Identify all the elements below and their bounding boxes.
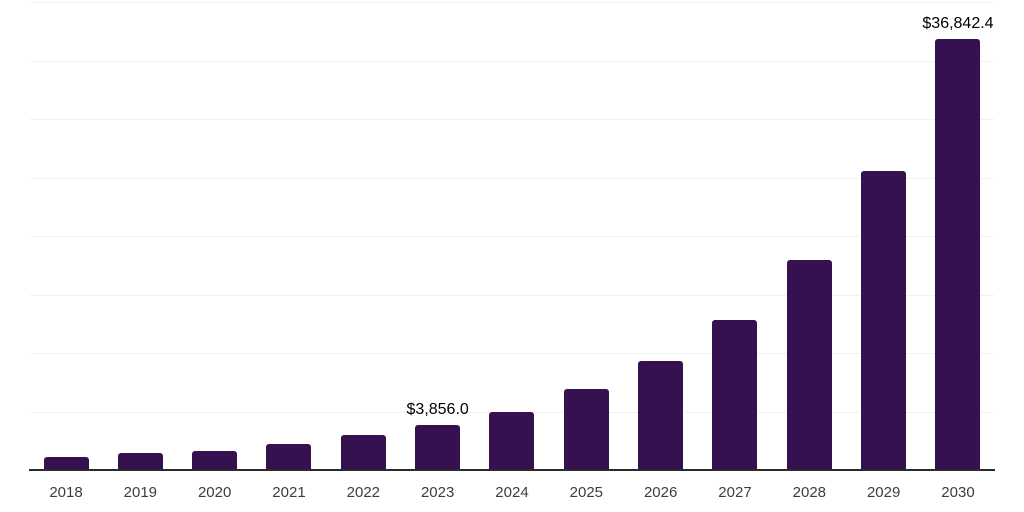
x-tick-label-2026: 2026	[643, 484, 678, 501]
bar-2024	[489, 411, 535, 470]
gridline	[30, 236, 994, 237]
x-tick-label-2029: 2029	[866, 484, 901, 501]
x-tick-label-2019: 2019	[123, 484, 158, 501]
bar-2019	[117, 453, 163, 470]
bar-2029	[861, 171, 907, 470]
bar-2028	[786, 260, 832, 470]
bar-2018	[43, 456, 89, 470]
data-label-2030: $36,842.4	[922, 14, 994, 32]
x-tick-label-2027: 2027	[718, 484, 752, 501]
bar-2023	[415, 424, 461, 470]
gridline	[30, 177, 994, 179]
x-tick-label-2030: 2030	[941, 484, 975, 501]
gridline	[30, 294, 994, 296]
gridline	[30, 2, 994, 3]
bar-2022	[340, 434, 386, 470]
x-tick-label-2022: 2022	[346, 484, 381, 501]
data-label-2023: $3,856.0	[406, 400, 469, 418]
x-tick-label-2018: 2018	[49, 484, 83, 501]
x-tick-label-2023: 2023	[420, 484, 455, 501]
x-tick-label-2028: 2028	[792, 484, 827, 501]
x-tick-label-2024: 2024	[495, 484, 529, 501]
bar-2026	[638, 360, 684, 470]
gridline	[30, 119, 994, 120]
x-axis-line	[29, 469, 995, 471]
bar-2021	[266, 443, 312, 470]
gridline	[30, 353, 994, 354]
x-tick-label-2020: 2020	[197, 484, 232, 501]
bar-2030	[935, 38, 981, 470]
gridline	[30, 60, 994, 62]
bar-2020	[192, 450, 238, 470]
x-tick-label-2025: 2025	[569, 484, 604, 501]
x-tick-label-2021: 2021	[272, 484, 306, 501]
bar-2027	[712, 319, 758, 470]
bar-2025	[563, 388, 609, 470]
